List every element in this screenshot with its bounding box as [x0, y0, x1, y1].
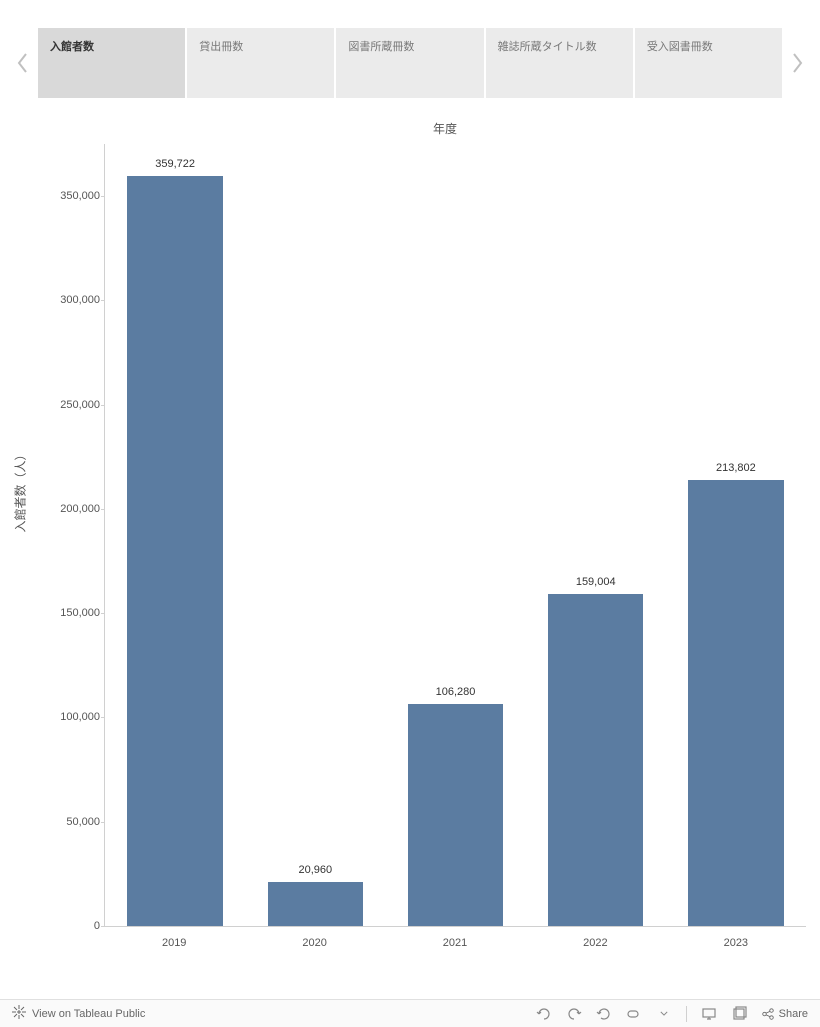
- x-tick-label: 2019: [104, 937, 244, 949]
- tabs-next-arrow[interactable]: [782, 28, 812, 98]
- download-button[interactable]: [731, 1006, 747, 1022]
- x-tick-label: 2020: [244, 937, 384, 949]
- bar-slot: 159,004: [526, 144, 666, 926]
- caret-down-icon: [660, 1011, 668, 1016]
- dropdown-button[interactable]: [656, 1006, 672, 1022]
- bar-value-label: 159,004: [576, 576, 616, 588]
- x-labels: 20192020202120222023: [104, 937, 806, 949]
- bar[interactable]: 359,722: [127, 176, 222, 926]
- y-ticks: 050,000100,000150,000200,000250,000300,0…: [35, 144, 100, 926]
- x-tick-label: 2021: [385, 937, 525, 949]
- y-tick-label: 300,000: [35, 294, 100, 306]
- device-button[interactable]: [701, 1006, 717, 1022]
- bar[interactable]: 213,802: [688, 480, 783, 926]
- x-tick-label: 2023: [666, 937, 806, 949]
- separator: [686, 1006, 687, 1022]
- x-tick-label: 2022: [525, 937, 665, 949]
- footer-toolbar: View on Tableau Public Share: [0, 999, 820, 1027]
- tabs: 入館者数 貸出冊数 図書所蔵冊数 雑誌所蔵タイトル数 受入図書冊数: [38, 28, 782, 98]
- plot-container: 050,000100,000150,000200,000250,000300,0…: [104, 144, 806, 927]
- revert-icon: [626, 1006, 642, 1022]
- pause-button[interactable]: [626, 1006, 642, 1022]
- y-axis-label: 入館者数（人）: [12, 448, 29, 532]
- tab-label: 図書所蔵冊数: [348, 41, 414, 53]
- bar-slot: 359,722: [105, 144, 245, 926]
- bar-value-label: 106,280: [436, 686, 476, 698]
- chart-title: 年度: [24, 120, 806, 137]
- undo-icon: [536, 1006, 552, 1022]
- y-tick-label: 50,000: [35, 816, 100, 828]
- y-tick-label: 150,000: [35, 607, 100, 619]
- view-on-tableau-label: View on Tableau Public: [32, 1008, 145, 1020]
- redo-button[interactable]: [566, 1006, 582, 1022]
- bar[interactable]: 159,004: [548, 594, 643, 926]
- tabs-container: 入館者数 貸出冊数 図書所蔵冊数 雑誌所蔵タイトル数 受入図書冊数: [8, 28, 812, 98]
- bar-value-label: 213,802: [716, 462, 756, 474]
- replay-icon: [596, 1006, 612, 1022]
- bar-slot: 20,960: [245, 144, 385, 926]
- bars: 359,722 20,960 106,280 159,004 213,802: [105, 144, 806, 926]
- share-icon: [761, 1007, 775, 1021]
- chevron-left-icon: [15, 51, 31, 75]
- share-label: Share: [779, 1008, 808, 1020]
- bar[interactable]: 20,960: [268, 882, 363, 926]
- bar-slot: 106,280: [385, 144, 525, 926]
- tab-books[interactable]: 図書所蔵冊数: [336, 28, 483, 98]
- y-tick-label: 0: [35, 920, 100, 932]
- tab-magazines[interactable]: 雑誌所蔵タイトル数: [486, 28, 633, 98]
- bar-value-label: 359,722: [155, 158, 195, 170]
- tab-label: 雑誌所蔵タイトル数: [498, 41, 597, 53]
- chart-area: 年度 入館者数（人） 050,000100,000150,000200,0002…: [24, 120, 806, 967]
- tableau-logo-icon: [12, 1005, 26, 1022]
- y-tick-label: 100,000: [35, 711, 100, 723]
- share-button[interactable]: Share: [761, 1007, 808, 1021]
- y-tick-label: 200,000: [35, 503, 100, 515]
- bar[interactable]: 106,280: [408, 704, 503, 926]
- tab-visitors[interactable]: 入館者数: [38, 28, 185, 98]
- footer-right: Share: [536, 1006, 808, 1022]
- bar-slot: 213,802: [666, 144, 806, 926]
- bar-value-label: 20,960: [298, 864, 332, 876]
- chevron-right-icon: [789, 51, 805, 75]
- tab-label: 入館者数: [50, 41, 94, 53]
- tabs-prev-arrow[interactable]: [8, 28, 38, 98]
- download-icon: [731, 1006, 747, 1022]
- y-tick-label: 250,000: [35, 399, 100, 411]
- replay-button[interactable]: [596, 1006, 612, 1022]
- redo-icon: [566, 1006, 582, 1022]
- tab-label: 受入図書冊数: [647, 41, 713, 53]
- y-tick-label: 350,000: [35, 190, 100, 202]
- tab-acquisitions[interactable]: 受入図書冊数: [635, 28, 782, 98]
- tab-loans[interactable]: 貸出冊数: [187, 28, 334, 98]
- tab-label: 貸出冊数: [199, 41, 243, 53]
- presentation-icon: [701, 1006, 717, 1022]
- undo-button[interactable]: [536, 1006, 552, 1022]
- view-on-tableau-link[interactable]: View on Tableau Public: [12, 1005, 145, 1022]
